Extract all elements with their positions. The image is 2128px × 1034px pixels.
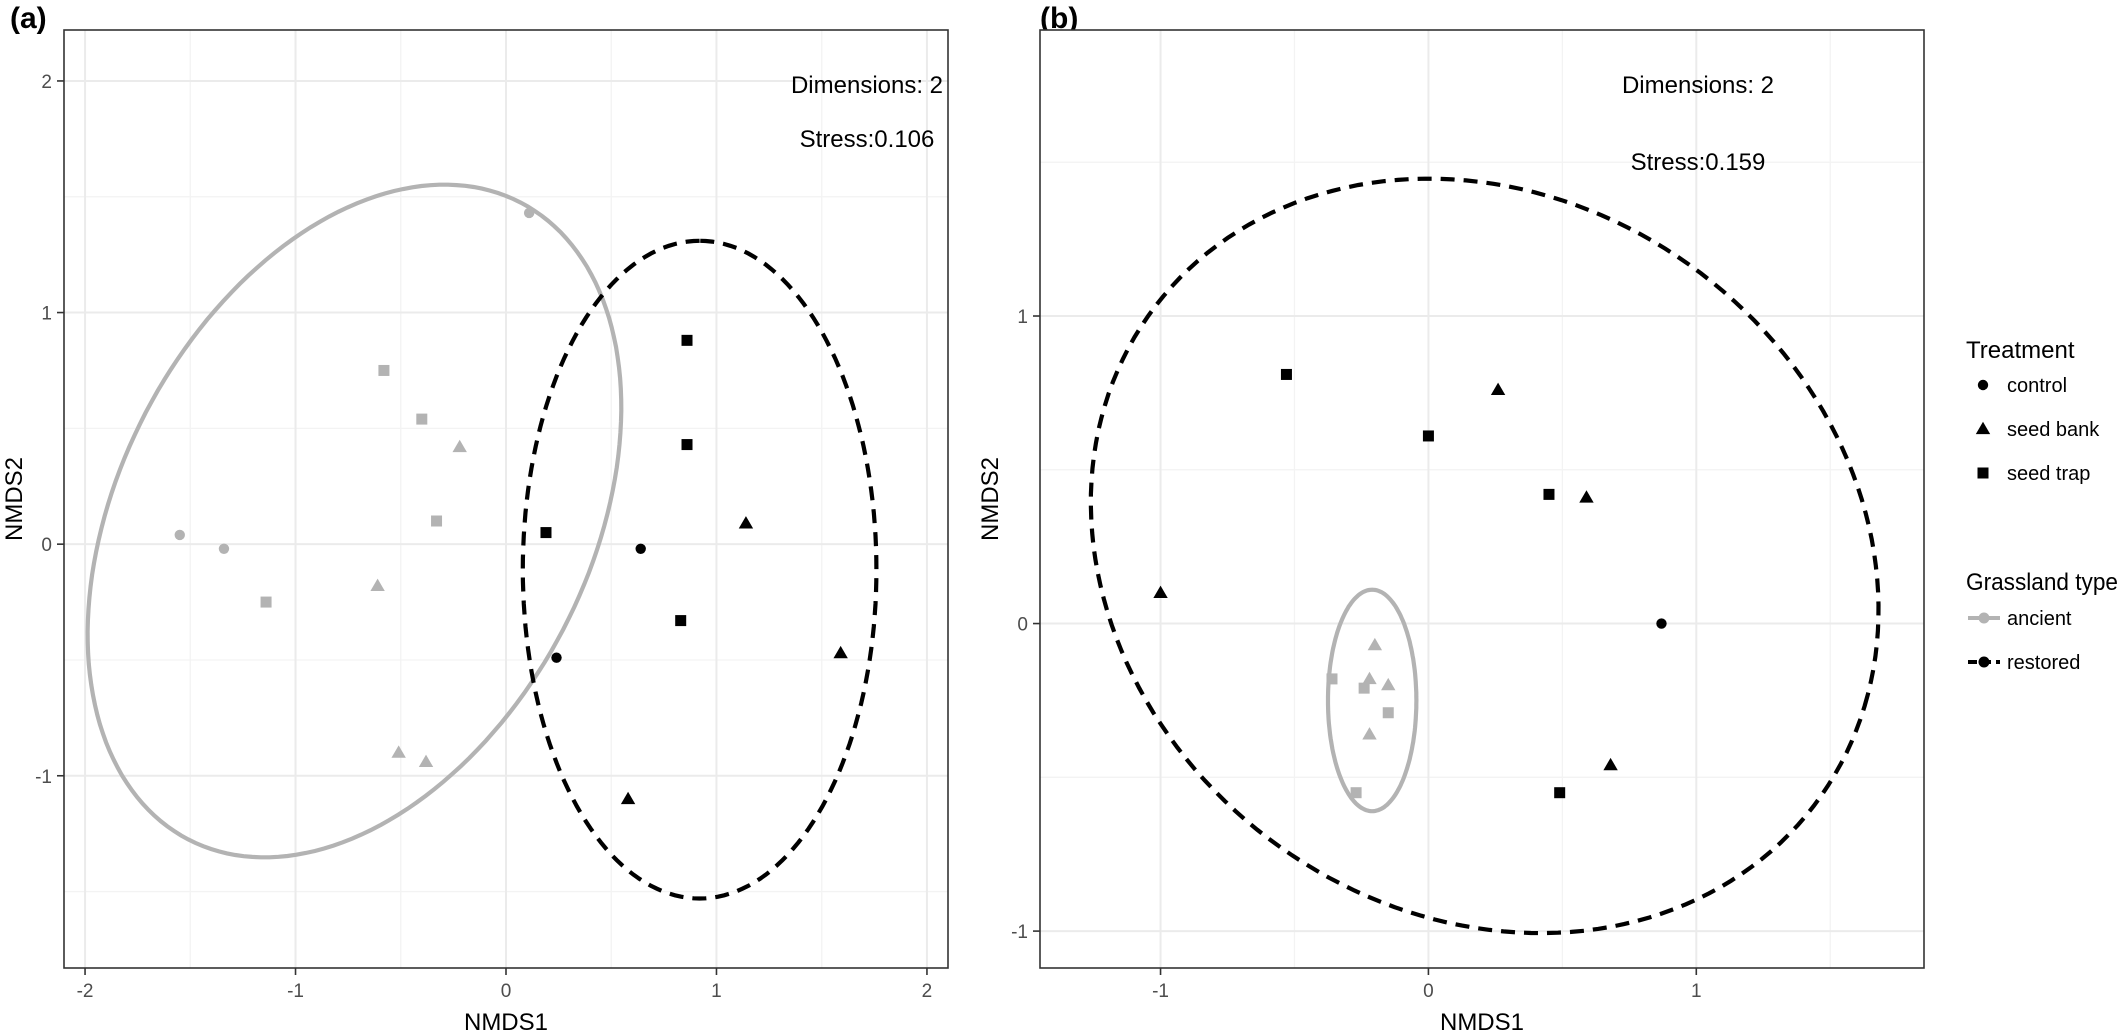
panel-label: (a)	[10, 2, 47, 35]
point-seed-bank-restored	[1603, 757, 1618, 771]
point-seed-bank-ancient	[391, 745, 406, 758]
point-seed-trap-restored	[681, 439, 693, 451]
point-seed-trap-ancient	[1358, 682, 1370, 694]
point-control-restored	[635, 543, 646, 554]
point-control-ancient	[523, 207, 535, 219]
point-seed-trap-restored	[540, 527, 552, 539]
annotation-stress: Stress:0.159	[1631, 149, 1766, 176]
point-seed-bank-ancient	[370, 578, 385, 592]
point-seed-bank-ancient	[1362, 727, 1377, 740]
legend-key-square	[1977, 467, 1989, 479]
point-seed-trap-restored	[1422, 430, 1434, 442]
gridlines	[64, 30, 948, 968]
legend-key-circle	[1977, 379, 1989, 391]
point-control-restored	[1656, 618, 1667, 629]
plot-area	[64, 30, 948, 968]
y-tick-label: -1	[1011, 922, 1028, 943]
y-axis-title: NMDS2	[977, 457, 1004, 541]
point-seed-bank-restored	[738, 516, 754, 529]
x-tick-label: 2	[922, 981, 933, 1002]
legend: Treatment control seed bank seed trap Grassl…	[1966, 337, 2118, 674]
x-tick-label: 1	[711, 981, 722, 1002]
point-seed-bank-restored	[620, 791, 636, 805]
point-seed-trap-ancient	[431, 515, 443, 527]
points	[174, 207, 848, 805]
point-seed-bank-ancient	[1367, 637, 1383, 651]
point-seed-trap-restored	[675, 615, 687, 627]
y-tick-label: 0	[1017, 615, 1028, 636]
legend-dot-restored	[1978, 656, 1990, 668]
y-tick-label: 1	[1017, 307, 1028, 328]
point-seed-trap-ancient	[1382, 707, 1394, 719]
ellipse-restored	[520, 238, 879, 901]
point-seed-trap-restored	[1543, 488, 1555, 500]
point-seed-bank-restored	[1490, 382, 1506, 396]
panel-border	[1039, 29, 1925, 969]
plot-background	[1040, 30, 1924, 968]
annotation-stress: Stress:0.106	[800, 126, 935, 153]
points	[1153, 368, 1667, 799]
ellipse-ancient	[1325, 587, 1419, 814]
point-seed-trap-ancient	[1350, 787, 1362, 799]
y-tick-label: 2	[41, 72, 52, 93]
point-control-restored	[551, 652, 562, 663]
y-tick-label: -1	[35, 767, 52, 788]
point-seed-bank-ancient	[1362, 671, 1377, 685]
legend-label-control: control	[2007, 375, 2067, 397]
gridlines	[1040, 30, 1924, 968]
legend-key-triangle	[1975, 421, 1991, 435]
legend-title-grassland: Grassland type	[1966, 569, 2118, 596]
x-tick-label: 1	[1691, 981, 1702, 1002]
x-tick-label: -1	[1152, 981, 1169, 1002]
point-seed-bank-ancient	[452, 439, 467, 453]
point-seed-bank-restored	[1153, 585, 1168, 598]
x-tick-label: 0	[1423, 981, 1434, 1002]
legend-title-treatment: Treatment	[1966, 337, 2075, 364]
x-axis-title: NMDS1	[1440, 1009, 1524, 1034]
point-seed-trap-ancient	[416, 413, 428, 425]
y-tick-label: 1	[41, 304, 52, 325]
point-seed-trap-ancient	[260, 596, 272, 608]
x-axis-title: NMDS1	[464, 1009, 548, 1034]
legend-label-ancient: ancient	[2007, 608, 2072, 630]
x-tick-label: -1	[287, 981, 304, 1002]
point-seed-bank-ancient	[418, 754, 434, 768]
legend-label-seed-trap: seed trap	[2007, 463, 2090, 485]
legend-label-seed-bank: seed bank	[2007, 419, 2100, 441]
y-tick-label: 0	[41, 535, 52, 556]
annotation-dimensions: Dimensions: 2	[791, 72, 943, 99]
point-seed-trap-ancient	[378, 364, 390, 376]
point-seed-bank-restored	[833, 645, 848, 659]
point-control-ancient	[174, 529, 185, 541]
legend-label-restored: restored	[2007, 652, 2080, 674]
point-seed-bank-ancient	[1381, 677, 1396, 691]
point-control-ancient	[218, 543, 230, 554]
point-seed-trap-restored	[1280, 368, 1292, 380]
point-seed-trap-restored	[681, 334, 693, 346]
point-seed-trap-restored	[1554, 787, 1566, 799]
panel-a: (a) -2 -1 0 1 2 -1 0 1 2 NMDS1 NMDS2 Dimensions: 2 St…	[1, 2, 949, 1034]
point-seed-trap-ancient	[1326, 673, 1338, 685]
legend-dot-ancient	[1978, 612, 1990, 624]
y-axis-title: NMDS2	[1, 457, 28, 541]
plot-area	[1040, 30, 1924, 968]
x-tick-label: -2	[77, 981, 94, 1002]
annotation-dimensions: Dimensions: 2	[1622, 72, 1774, 99]
ellipse-restored	[1088, 176, 1881, 936]
ellipse-ancient	[85, 182, 624, 860]
point-seed-bank-restored	[1579, 490, 1594, 503]
x-tick-label: 0	[501, 981, 512, 1002]
